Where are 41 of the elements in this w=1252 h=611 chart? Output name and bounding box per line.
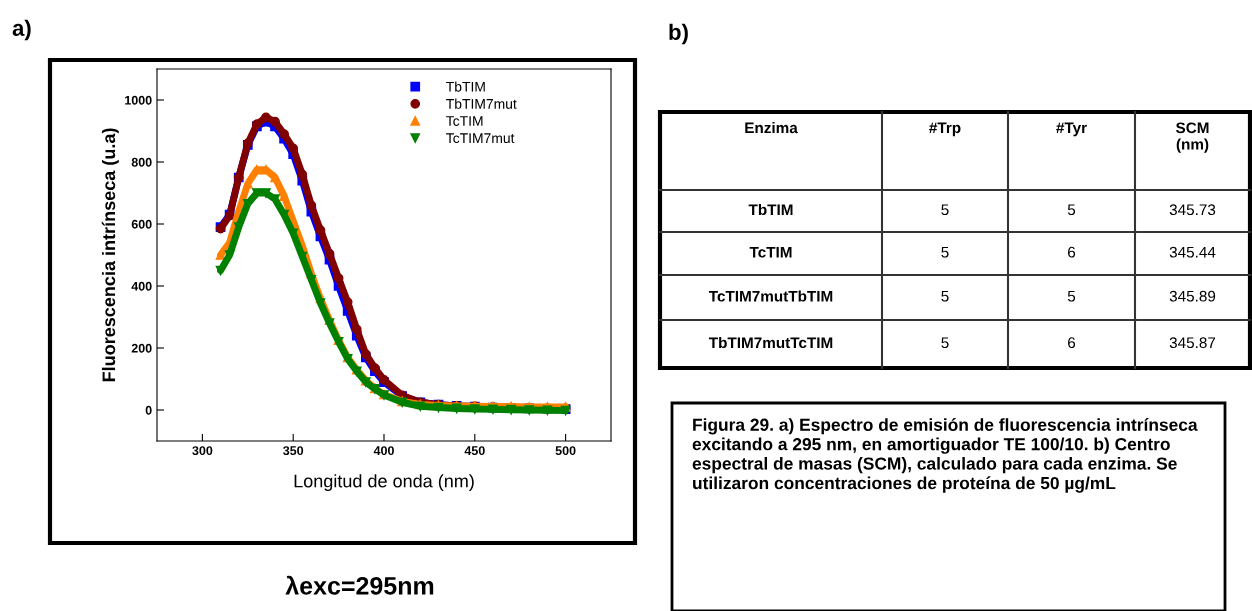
text: Figura 29. a) Espectro de emisión de fluorescencia intrínseca excitando a 295 nm, en amortiguador TE 100/10. b) Centro espectral de masas (SCM), calculado para cada enzima. Se utilizaron concentraciones de proteína de 50 µg/mL bbox=[692, 418, 1198, 493]
x-tick-label: 350 bbox=[283, 446, 304, 456]
text: 5 bbox=[941, 337, 949, 349]
y-tick-label: 1000 bbox=[125, 95, 152, 105]
text: 345.73 bbox=[1169, 204, 1216, 216]
legend-label: TcTIM7mut bbox=[446, 133, 515, 144]
legend-label: TbTIM bbox=[446, 81, 485, 92]
text: 5 bbox=[941, 246, 949, 258]
y-tick-label: 0 bbox=[145, 405, 152, 415]
text: 5 bbox=[941, 204, 949, 216]
text: 6 bbox=[1068, 246, 1076, 258]
text: 5 bbox=[941, 290, 949, 302]
y-tick-label: 800 bbox=[131, 157, 152, 167]
text: 5 bbox=[1067, 290, 1076, 302]
text: 6 bbox=[1068, 337, 1076, 349]
text: 345.89 bbox=[1169, 290, 1216, 302]
category-label: TcTIM bbox=[749, 246, 792, 258]
category-label: #Trp bbox=[929, 122, 961, 137]
x-tick-label: 450 bbox=[464, 446, 485, 456]
text: 345.44 bbox=[1169, 246, 1216, 258]
legend-label: TbTIM7mut bbox=[446, 98, 517, 109]
x-axis-title: Longitud de onda (nm) bbox=[294, 474, 474, 492]
chart-title: a) bbox=[12, 19, 31, 41]
y-axis-title: Fluorescencia intrínseca (u.a) bbox=[101, 128, 119, 382]
category-label: TcTIM7mutTbTIM bbox=[708, 290, 833, 302]
category-label: #Tyr bbox=[1056, 122, 1087, 137]
x-tick-label: 400 bbox=[373, 446, 394, 456]
y-tick-label: 200 bbox=[131, 343, 152, 353]
text: b) bbox=[669, 23, 688, 45]
category-label: Enzima bbox=[745, 122, 798, 134]
y-tick-label: 400 bbox=[131, 281, 152, 291]
category-label: TbTIM bbox=[748, 203, 793, 216]
legend-label: TcTIM bbox=[446, 116, 483, 126]
text: λexc=295nm bbox=[285, 575, 434, 595]
x-tick-label: 500 bbox=[555, 446, 576, 456]
y-tick-label: 600 bbox=[131, 219, 152, 229]
text: 5 bbox=[1067, 204, 1076, 216]
category-label: TbTIM7mutTcTIM bbox=[708, 336, 833, 349]
x-tick-label: 300 bbox=[192, 446, 213, 456]
category-label: SCM (nm) bbox=[1175, 122, 1209, 153]
text: 345.87 bbox=[1169, 337, 1216, 349]
